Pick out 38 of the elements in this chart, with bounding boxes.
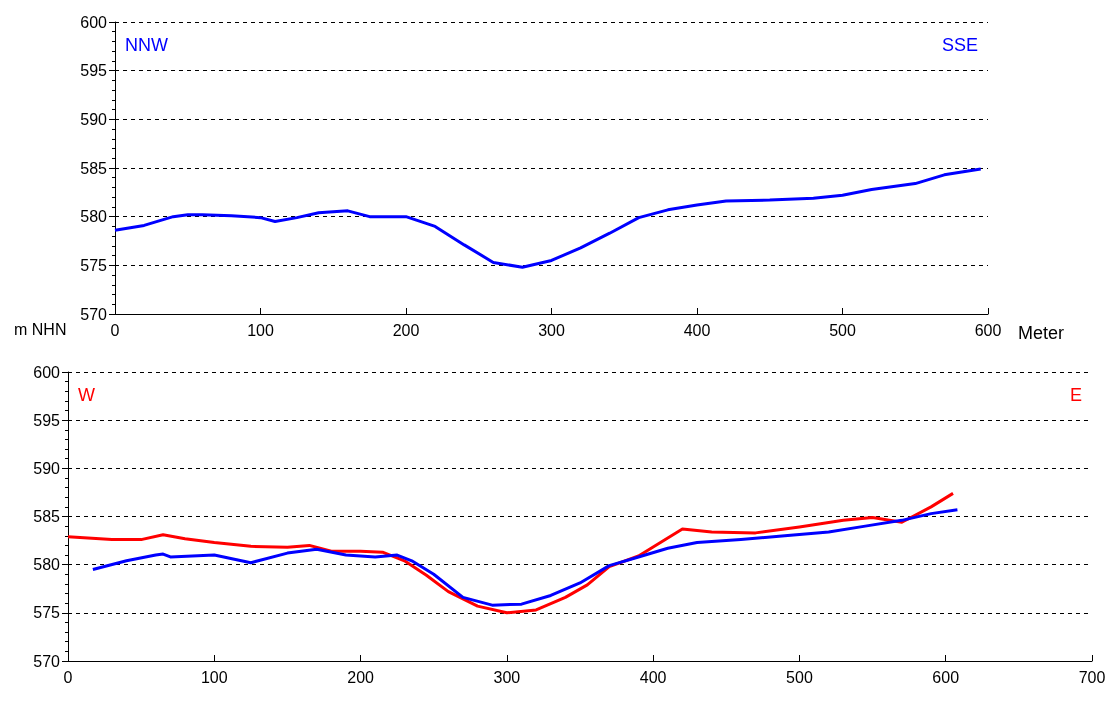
y-tick-label: 580 [33,556,61,574]
y-tick-label: 570 [33,652,61,670]
x-tick-label: 700 [1078,668,1106,686]
x-tick-label: 500 [829,321,856,339]
x-tick-label: 400 [639,668,667,686]
x-tick-label: 600 [932,668,960,686]
y-tick-label: 585 [33,508,61,525]
y-tick-label: 575 [80,256,108,274]
x-axis-title: Meter [1018,323,1065,343]
annotation: W [78,385,95,405]
x-tick-label: 400 [683,321,711,339]
y-tick-label: 600 [80,13,108,31]
x-tick-label: 200 [392,321,420,339]
x-tick-label: 300 [493,668,521,686]
annotation: NNW [125,35,168,55]
y-tick-label: 585 [80,159,108,177]
annotation: SSE [941,35,979,55]
line-series [91,508,959,607]
x-tick-label: 200 [347,668,375,686]
line-series [66,491,955,615]
x-tick-label: 100 [247,321,274,339]
x-tick-label: 600 [974,321,1002,339]
x-tick-label: 0 [110,321,120,339]
y-tick-label: 600 [33,363,61,381]
line-series [113,167,983,269]
y-tick-label: 570 [80,305,108,323]
y-tick-label: 580 [80,208,108,226]
y-tick-label: 590 [33,459,61,477]
annotation: E [1069,385,1083,405]
x-tick-label: 300 [538,321,565,339]
y-tick-label: 590 [80,110,108,128]
x-tick-label: 0 [63,668,73,686]
y-tick-label: 595 [80,62,108,80]
x-tick-label: 500 [786,668,813,686]
y-tick-label: 575 [33,604,61,622]
x-tick-label: 100 [200,668,228,686]
y-tick-label: 595 [33,411,61,429]
y-axis-title: m NHN [14,320,67,338]
